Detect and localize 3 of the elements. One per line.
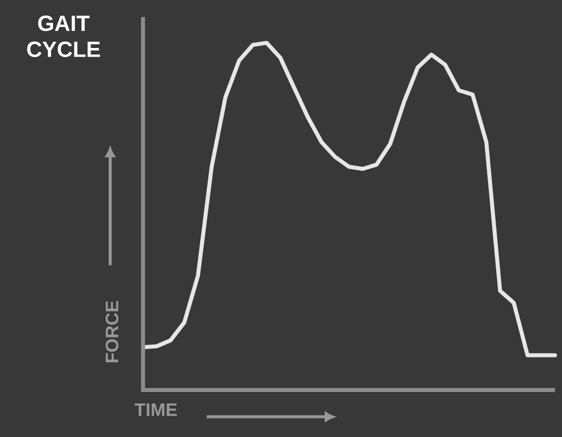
x-axis-title: TIME <box>134 404 177 416</box>
chart-title: GAIT CYCLE <box>27 16 100 58</box>
y-axis-title: FORCE <box>106 301 118 362</box>
